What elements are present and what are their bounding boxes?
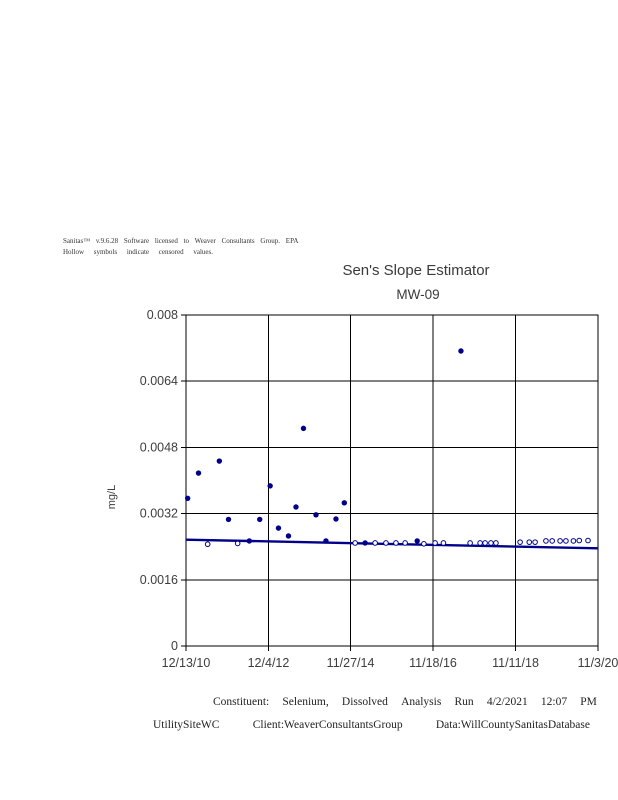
well-id-subtitle: MW-09 [396,287,440,302]
y-tick-label: 0 [171,639,178,653]
data-point-detected [362,540,368,546]
chart-title: Sen's Slope Estimator [342,262,490,279]
data-point-censored [467,540,473,546]
data-point-detected [333,516,339,522]
constituent-fraction: Dissolved [341,696,388,708]
data-point-censored [234,540,241,547]
client-name: Client:WeaverConsultantsGroup [252,719,403,731]
data-point-censored [526,539,533,545]
data-point-censored [402,540,408,546]
site-info-line: UtilitySiteWC Client:WeaverConsultantsGr… [153,719,590,731]
data-point-censored [440,540,447,546]
y-tick-label: 0.0064 [140,374,178,388]
data-point-censored [493,540,499,546]
data-point-censored [488,540,494,546]
site-name: UtilitySiteWC [153,719,220,731]
x-tick-label: 12/4/12 [248,656,290,670]
data-point-censored [421,541,427,547]
sen-slope-trend-line [185,538,599,550]
data-point-censored [570,538,577,544]
y-tick-label: 0.0016 [140,573,178,587]
data-point-detected [323,538,329,544]
constituent-name: Selenium, [282,696,329,708]
data-point-censored [563,538,569,544]
x-tick-label: 11/11/18 [492,656,539,670]
data-point-detected [184,495,191,501]
data-point-detected [267,483,273,489]
data-point-censored [372,540,378,546]
data-point-censored [383,540,389,546]
analysis-run-meridiem: PM [580,696,597,708]
x-tick-label: 11/27/14 [327,656,375,670]
data-point-censored [352,540,358,546]
analysis-run-time: 12:07 [540,696,568,708]
data-point-detected [293,504,299,510]
data-point-detected [285,533,292,539]
x-tick-label: 11/18/16 [409,656,457,670]
data-point-censored [393,540,399,546]
software-note: Sanitas™ v.9.6.28 Software licensed to W… [63,236,333,258]
y-tick-label: 0.0032 [140,507,178,521]
data-point-censored [482,540,488,546]
data-source: Data:WillCountySanitasDatabase [435,719,590,731]
data-point-detected [195,470,202,476]
data-point-censored [204,541,211,548]
data-point-censored [432,540,438,546]
data-point-censored [549,538,555,544]
data-point-censored [557,538,563,544]
data-point-detected [275,525,282,531]
software-note-line1: Sanitas™ v.9.6.28 Software licensed to W… [63,237,299,245]
analysis-run-date: 4/2/2021 [486,696,528,708]
constituent-label: Constituent: [213,696,270,708]
data-point-censored [477,540,483,546]
data-point-detected [313,512,319,518]
data-point-detected [216,458,223,464]
plot-area-border [185,314,599,647]
analysis-info-line: Constituent: Selenium, Dissolved Analysi… [213,696,597,708]
data-point-detected [246,538,253,544]
data-point-detected [257,516,263,523]
data-point-detected [414,538,420,544]
data-point-detected [225,516,232,523]
software-note-line2: Hollow symbols indicate censored values. [63,248,214,256]
data-point-censored [585,537,591,544]
data-point-detected [458,348,464,354]
data-point-detected [300,425,307,432]
data-point-censored [576,537,583,544]
data-point-detected [341,500,348,506]
x-tick-label: 12/13/10 [162,656,211,670]
data-point-censored [543,538,549,544]
analysis-word: Analysis [401,696,442,708]
data-point-censored [517,539,523,545]
data-point-censored [532,539,538,545]
run-word: Run [454,696,474,708]
y-tick-label: 0.008 [147,308,178,322]
y-tick-label: 0.0048 [140,440,178,454]
x-tick-label: 11/3/20 [578,656,618,670]
